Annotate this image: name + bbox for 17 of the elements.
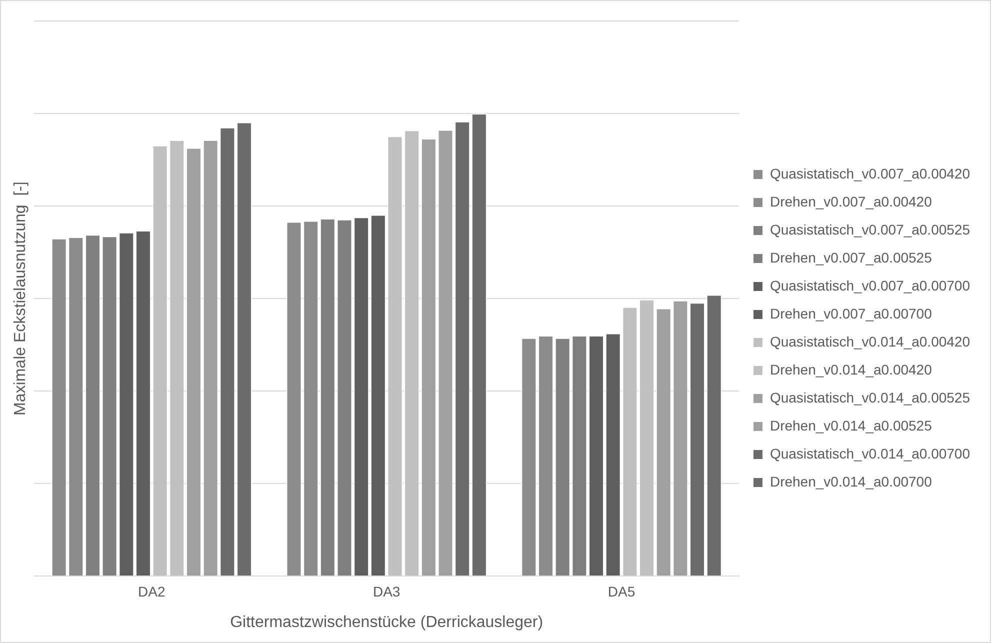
legend-label: Drehen_v0.007_a0.00525	[770, 249, 932, 266]
x-tick-label: DA3	[372, 583, 400, 600]
x-tick-label: DA5	[608, 583, 636, 600]
legend-label: Drehen_v0.014_a0.00420	[770, 361, 932, 378]
legend-label: Quasistatisch_v0.014_a0.00420	[770, 333, 970, 350]
legend-label: Quasistatisch_v0.007_a0.00420	[770, 165, 970, 182]
legend-label: Drehen_v0.007_a0.00700	[770, 305, 932, 322]
legend-label: Drehen_v0.014_a0.00525	[770, 417, 932, 434]
legend-label: Quasistatisch_v0.007_a0.00525	[770, 221, 970, 238]
legend-label: Quasistatisch_v0.014_a0.00700	[770, 445, 970, 462]
y-axis-title: Maximale Eckstielausnutzung [-]	[12, 182, 30, 416]
x-axis-title: Gittermastzwischenstücke (Derrickausleger)	[230, 614, 544, 631]
legend-label: Drehen_v0.014_a0.00700	[770, 473, 932, 490]
legend-label: Quasistatisch_v0.014_a0.00525	[770, 389, 970, 406]
legend-label: Quasistatisch_v0.007_a0.00700	[770, 277, 970, 294]
legend-label: Drehen_v0.007_a0.00420	[770, 193, 932, 210]
x-tick-label: DA2	[138, 583, 166, 600]
